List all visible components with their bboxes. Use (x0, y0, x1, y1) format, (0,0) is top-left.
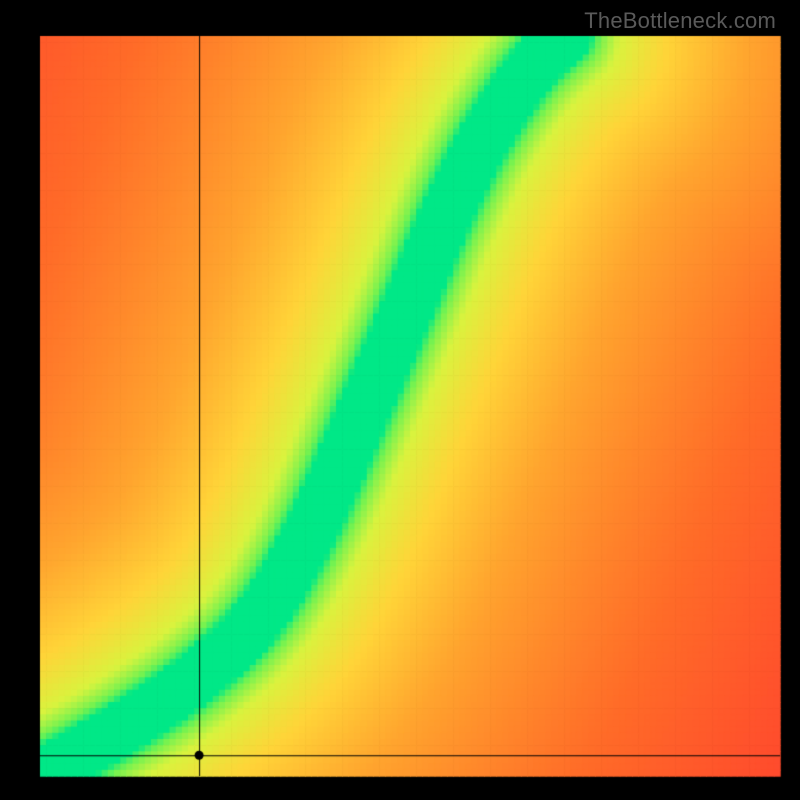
watermark-text: TheBottleneck.com (584, 8, 776, 34)
bottleneck-heatmap-chart (0, 0, 800, 800)
